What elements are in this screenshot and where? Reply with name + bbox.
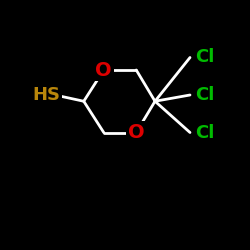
- Text: Cl: Cl: [195, 48, 214, 66]
- Text: HS: HS: [32, 86, 60, 104]
- Text: O: O: [128, 123, 144, 142]
- Text: Cl: Cl: [195, 124, 214, 142]
- Text: O: O: [96, 60, 112, 80]
- Text: Cl: Cl: [195, 86, 214, 104]
